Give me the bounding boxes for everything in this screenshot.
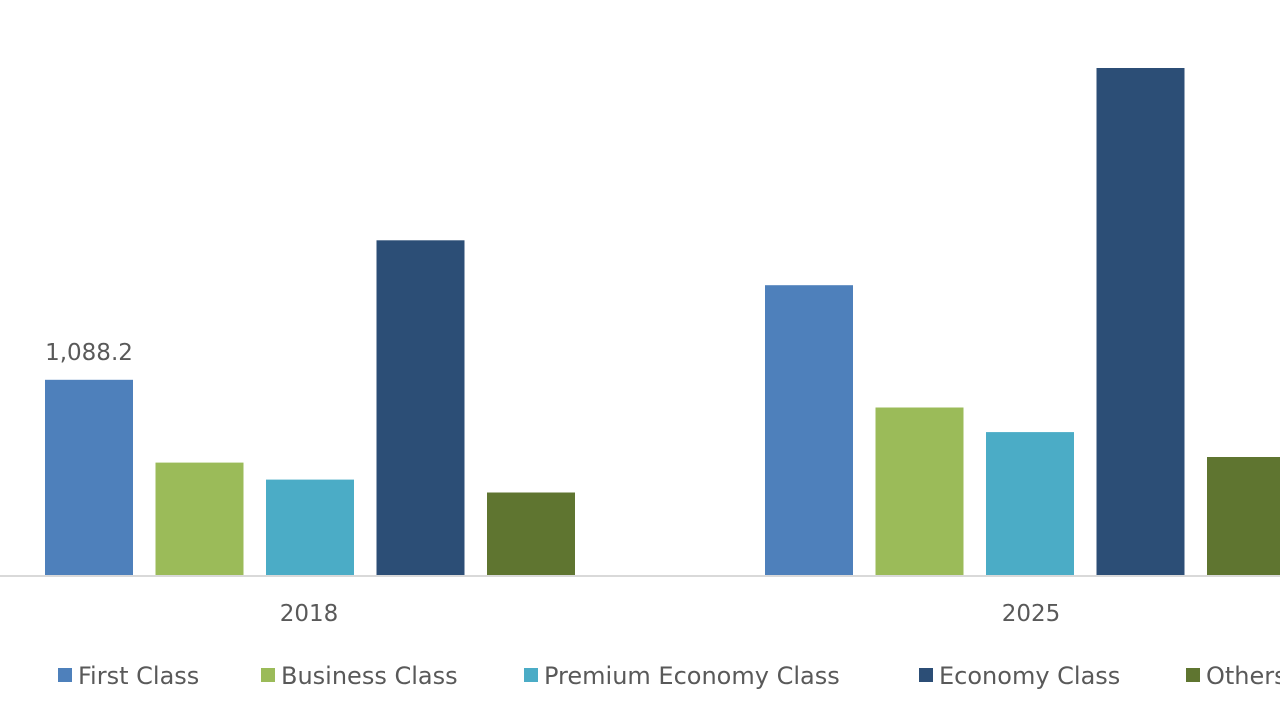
legend-swatch — [261, 668, 275, 682]
data-labels-layer: 1,088.2 — [45, 340, 133, 366]
bars-layer — [45, 68, 1280, 576]
legend-swatch — [524, 668, 538, 682]
x-tick-labels: 2018 2025 — [280, 601, 1061, 627]
legend-item-premium-economy-class: Premium Economy Class — [524, 662, 840, 690]
legend-label: Economy Class — [939, 662, 1120, 690]
bar-premium-economy-class-2018 — [266, 479, 354, 575]
bar-first-class-2018 — [45, 379, 133, 575]
legend-item-economy-class: Economy Class — [919, 662, 1120, 690]
legend-label: Premium Economy Class — [544, 662, 840, 690]
legend-swatch — [1186, 668, 1200, 682]
x-tick-label-2018: 2018 — [280, 601, 339, 627]
legend-label: Others — [1206, 662, 1280, 690]
legend-item-business-class: Business Class — [261, 662, 458, 690]
bar-others-2025 — [1207, 457, 1280, 575]
bar-business-class-2025 — [875, 407, 964, 575]
bar-premium-economy-class-2025 — [986, 432, 1074, 575]
bar-first-class-2025 — [765, 285, 853, 575]
legend-swatch — [919, 668, 933, 682]
legend-label: Business Class — [281, 662, 458, 690]
legend-swatch — [58, 668, 72, 682]
x-tick-label-2025: 2025 — [1002, 601, 1061, 627]
legend-item-first-class: First Class — [58, 662, 199, 690]
legend-label: First Class — [78, 662, 199, 690]
legend-item-others: Others — [1186, 662, 1280, 690]
bar-others-2018 — [487, 492, 575, 575]
bar-business-class-2018 — [155, 462, 244, 575]
bar-economy-class-2025 — [1096, 68, 1185, 575]
legend: First Class Business Class Premium Economy… — [58, 662, 1280, 690]
bar-economy-class-2018 — [376, 240, 465, 576]
data-label: 1,088.2 — [45, 340, 133, 366]
